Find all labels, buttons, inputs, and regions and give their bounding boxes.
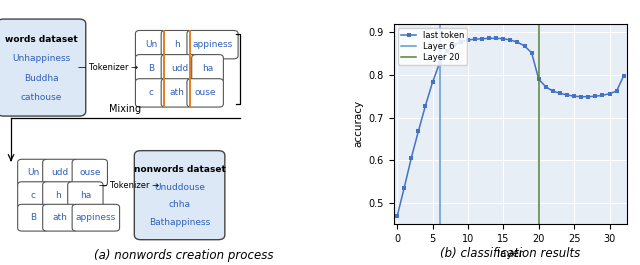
last token	[450, 43, 458, 47]
last token	[471, 38, 479, 41]
Text: chha: chha	[168, 200, 191, 209]
Text: words dataset: words dataset	[5, 35, 78, 44]
last token	[415, 130, 422, 133]
Text: c: c	[31, 191, 36, 200]
last token	[535, 78, 543, 81]
last token	[570, 95, 578, 98]
FancyBboxPatch shape	[72, 204, 120, 231]
Text: udd: udd	[52, 168, 69, 177]
Text: Mixing: Mixing	[109, 104, 141, 114]
FancyBboxPatch shape	[136, 30, 167, 59]
last token	[401, 186, 408, 189]
Text: Unhappiness: Unhappiness	[12, 54, 70, 63]
Text: Buddha: Buddha	[24, 74, 59, 83]
FancyBboxPatch shape	[161, 30, 193, 59]
Text: udd: udd	[171, 64, 188, 73]
last token	[620, 74, 627, 77]
Text: Unuddouse: Unuddouse	[154, 183, 205, 192]
last token	[584, 95, 592, 98]
FancyBboxPatch shape	[18, 204, 49, 231]
FancyBboxPatch shape	[43, 159, 78, 186]
last token	[394, 215, 401, 218]
Text: appiness: appiness	[193, 40, 233, 49]
last token	[478, 37, 486, 40]
last token	[436, 61, 444, 65]
last token	[422, 104, 429, 107]
last token	[499, 37, 507, 40]
last token	[507, 38, 515, 42]
Text: nonwords dataset: nonwords dataset	[134, 165, 225, 174]
FancyBboxPatch shape	[192, 55, 223, 83]
Text: B: B	[148, 64, 154, 73]
Text: ath: ath	[170, 89, 184, 97]
Text: ha: ha	[202, 64, 213, 73]
FancyBboxPatch shape	[187, 30, 238, 59]
last token	[542, 85, 550, 89]
FancyBboxPatch shape	[161, 79, 193, 107]
Legend: last token, Layer 6, Layer 20: last token, Layer 6, Layer 20	[398, 28, 467, 65]
FancyBboxPatch shape	[136, 55, 167, 83]
last token	[464, 38, 472, 42]
FancyBboxPatch shape	[68, 182, 103, 209]
Text: (a) nonwords creation process: (a) nonwords creation process	[94, 249, 274, 262]
FancyBboxPatch shape	[134, 151, 225, 240]
Text: B: B	[30, 213, 36, 222]
FancyBboxPatch shape	[0, 19, 86, 116]
last token	[556, 92, 564, 95]
Text: ouse: ouse	[195, 89, 216, 97]
Text: h: h	[55, 191, 61, 200]
FancyBboxPatch shape	[18, 159, 49, 186]
last token	[605, 92, 613, 95]
Text: Un: Un	[27, 168, 39, 177]
X-axis label: layer: layer	[497, 249, 524, 259]
last token	[598, 94, 606, 97]
Line: last token: last token	[396, 37, 625, 218]
last token	[591, 95, 599, 98]
FancyBboxPatch shape	[18, 182, 49, 209]
Text: appiness: appiness	[76, 213, 116, 222]
FancyBboxPatch shape	[72, 159, 108, 186]
last token	[528, 51, 536, 54]
last token	[485, 37, 493, 40]
last token	[492, 37, 500, 40]
Text: ha: ha	[80, 191, 91, 200]
last token	[457, 40, 465, 43]
last token	[577, 95, 585, 98]
Text: — Tokenizer →: — Tokenizer →	[99, 182, 159, 190]
last token	[549, 90, 557, 93]
last token	[429, 81, 436, 84]
last token	[514, 41, 522, 44]
last token	[443, 50, 451, 53]
Text: Un: Un	[145, 40, 157, 49]
FancyBboxPatch shape	[43, 204, 78, 231]
Text: ath: ath	[53, 213, 68, 222]
last token	[612, 90, 620, 93]
Text: — Tokenizer →: — Tokenizer →	[79, 63, 139, 72]
Text: Bathappiness: Bathappiness	[149, 218, 210, 227]
FancyBboxPatch shape	[187, 79, 223, 107]
last token	[408, 156, 415, 160]
Text: ouse: ouse	[79, 168, 100, 177]
FancyBboxPatch shape	[161, 55, 198, 83]
last token	[521, 45, 529, 48]
Text: c: c	[148, 89, 154, 97]
FancyBboxPatch shape	[43, 182, 74, 209]
Text: h: h	[174, 40, 180, 49]
Text: (b) classification results: (b) classification results	[440, 247, 580, 260]
Text: cathouse: cathouse	[20, 93, 62, 102]
FancyBboxPatch shape	[136, 79, 167, 107]
Y-axis label: accuracy: accuracy	[353, 100, 363, 147]
last token	[563, 93, 571, 96]
